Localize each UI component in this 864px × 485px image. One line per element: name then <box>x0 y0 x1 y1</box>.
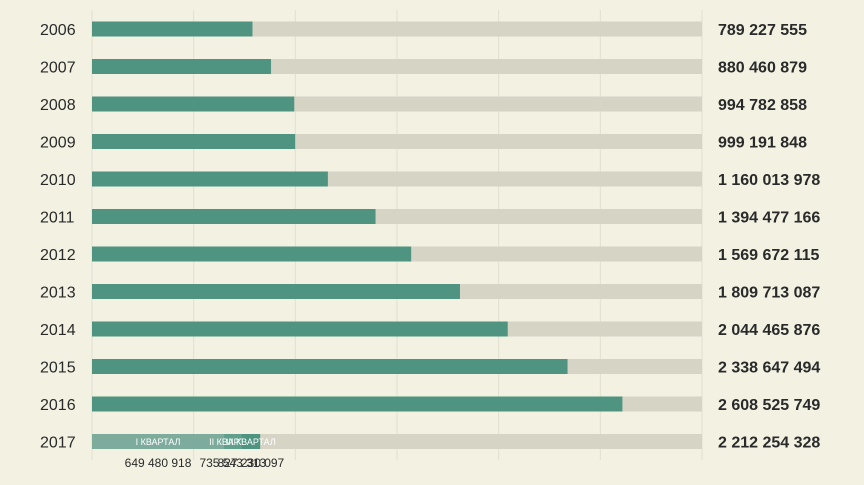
quarter-label: II КВАРТАЛ <box>209 437 256 447</box>
year-label: 2007 <box>40 60 76 77</box>
quarter-segment <box>224 434 242 449</box>
year-label: 2014 <box>40 322 76 339</box>
bar-row-2013: 2013 1 809 713 087 <box>40 284 820 302</box>
year-label: 2015 <box>40 360 76 377</box>
bar-row-2015: 2015 2 338 647 494 <box>40 359 820 377</box>
bar-row-2006: 2006 789 227 555 <box>40 21 807 39</box>
quarter-value-label: 649 480 918 <box>125 456 192 470</box>
bar <box>92 359 568 374</box>
value-label: 1 394 477 166 <box>718 210 820 227</box>
bar <box>92 246 412 262</box>
bar-row-2017: 2017 I КВАРТАЛ 649 480 918 II КВАРТАЛ 735 54… <box>40 434 820 470</box>
quarter-label: III КВАРТАЛ <box>226 437 276 447</box>
grid-lines <box>91 10 703 460</box>
year-label: 2010 <box>40 172 76 189</box>
bar <box>92 284 460 299</box>
value-label: 880 460 879 <box>718 60 807 77</box>
bar-row-2009: 2009 999 191 848 <box>40 134 807 152</box>
quarter-value-label: 827 230 097 <box>218 456 285 470</box>
bar-row-2014: 2014 2 044 465 876 <box>40 321 820 339</box>
year-label: 2011 <box>40 210 75 227</box>
value-label: 1 160 013 978 <box>718 172 820 189</box>
value-label: 789 227 555 <box>718 22 807 39</box>
value-label: 999 191 848 <box>718 135 807 152</box>
year-label: 2013 <box>40 285 76 302</box>
value-label: 2 608 525 749 <box>718 397 820 414</box>
bar <box>92 396 623 412</box>
year-label: 2017 <box>40 435 76 452</box>
value-label: 2 044 465 876 <box>718 322 820 339</box>
bar <box>92 321 508 337</box>
bar-row-2008: 2008 994 782 858 <box>40 96 807 114</box>
year-label: 2006 <box>40 22 76 39</box>
value-label: 994 782 858 <box>718 97 807 114</box>
bar <box>92 134 296 149</box>
bar <box>92 21 253 37</box>
bar <box>92 59 272 74</box>
bar-row-2016: 2016 2 608 525 749 <box>40 396 820 414</box>
bar-row-2012: 2012 1 569 672 115 <box>40 246 820 264</box>
value-label: 2 338 647 494 <box>718 360 820 377</box>
quarter-label: I КВАРТАЛ <box>136 437 181 447</box>
bar-rows: 2006 789 227 555 2007 880 460 879 2008 994 78… <box>40 21 820 470</box>
bar-row-2011: 2011 1 394 477 166 <box>40 209 820 227</box>
quarter-segment <box>241 434 261 449</box>
year-label: 2016 <box>40 397 76 414</box>
year-label: 2012 <box>40 247 76 264</box>
bar <box>92 171 328 187</box>
year-label: 2009 <box>40 135 76 152</box>
value-label: 1 809 713 087 <box>718 285 820 302</box>
quarter-value-label: 735 543 313 <box>199 456 266 470</box>
bar-row-2007: 2007 880 460 879 <box>40 59 807 77</box>
bar-row-2010: 2010 1 160 013 978 <box>40 171 820 189</box>
bar <box>92 96 295 112</box>
year-label: 2008 <box>40 97 76 114</box>
value-label: 2 212 254 328 <box>718 435 820 452</box>
quarter-segment <box>92 434 225 449</box>
value-label: 1 569 672 115 <box>718 247 820 264</box>
bar <box>92 209 376 224</box>
